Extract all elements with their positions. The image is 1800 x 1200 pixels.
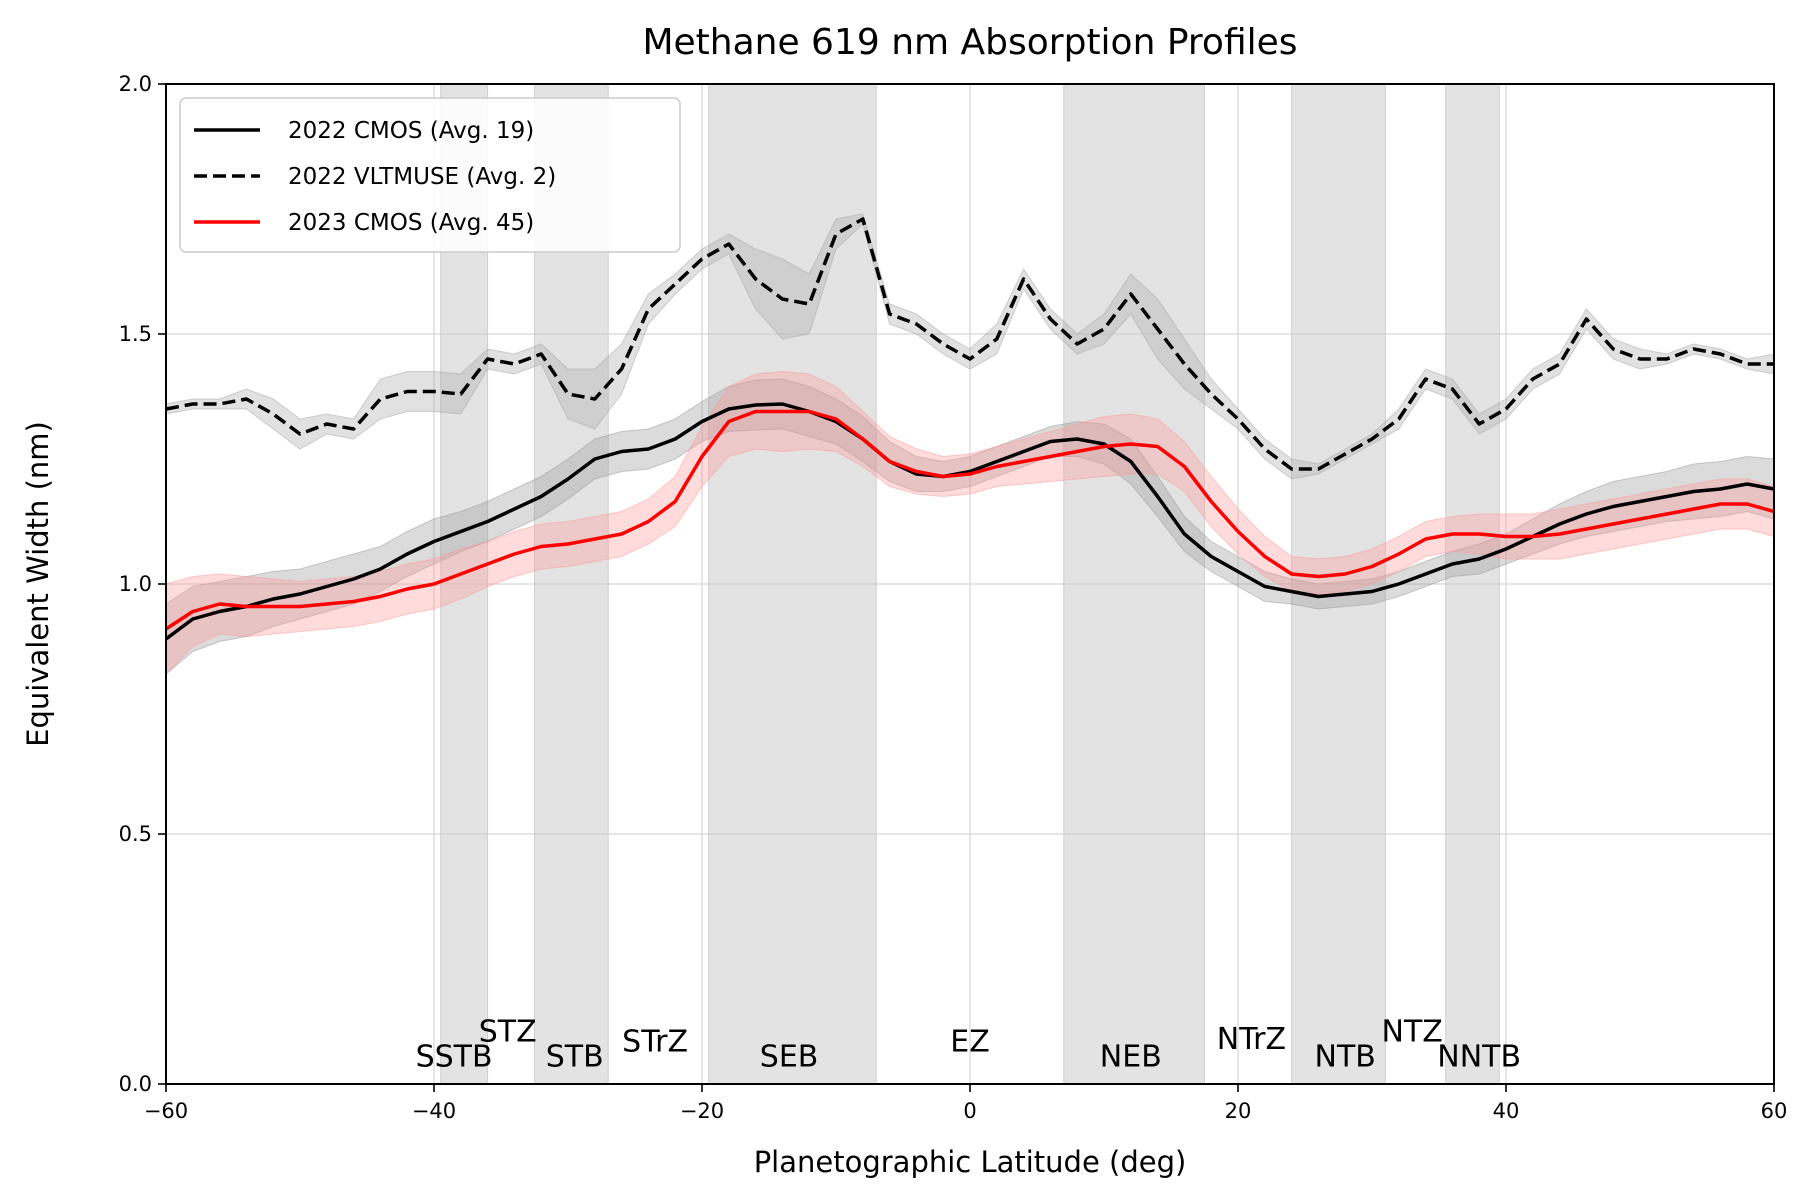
x-tick-label: 40 xyxy=(1493,1099,1520,1123)
series-line xyxy=(165,409,1775,631)
y-tick-label: 1.0 xyxy=(119,572,152,596)
axis-ticks: −60 −40 −20 0 20 40 60 0.0 0.5 1.0 1.5 2.0 xyxy=(119,72,1788,1123)
region-label: SEB xyxy=(760,1040,819,1075)
x-tick-label: 20 xyxy=(1225,1099,1252,1123)
legend: 2022 CMOS (Avg. 19) 2022 VLTMUSE (Avg. 2)… xyxy=(179,97,681,253)
region-label: NTrZ xyxy=(1217,1022,1286,1057)
region-label: SSTB xyxy=(416,1040,493,1075)
x-tick-label: 60 xyxy=(1761,1099,1788,1123)
series-line xyxy=(164,402,1775,641)
x-tick-label: −40 xyxy=(412,1099,456,1123)
y-tick-label: 0.0 xyxy=(119,1072,152,1096)
y-tick-label: 2.0 xyxy=(119,72,152,96)
region-label: STrZ xyxy=(622,1025,688,1060)
x-tick-label: −20 xyxy=(680,1099,724,1123)
legend-box xyxy=(179,97,681,253)
series-line xyxy=(165,217,1774,471)
y-axis-label: Equivalent Width (nm) xyxy=(21,421,55,747)
region-label: NNTB xyxy=(1437,1040,1521,1075)
region-label: NEB xyxy=(1100,1040,1162,1075)
region-label: NTB xyxy=(1315,1040,1376,1075)
x-tick-label: 0 xyxy=(963,1099,976,1123)
legend-entry: 2023 CMOS (Avg. 45) xyxy=(288,210,534,236)
legend-entry: 2022 CMOS (Avg. 19) xyxy=(288,118,534,144)
region-label: STZ xyxy=(479,1015,537,1050)
y-tick-label: 0.5 xyxy=(119,822,152,846)
x-tick-label: −60 xyxy=(144,1099,188,1123)
chart-title: Methane 619 nm Absorption Profiles xyxy=(642,22,1297,63)
legend-entry: 2022 VLTMUSE (Avg. 2) xyxy=(288,164,556,190)
x-axis-label: Planetographic Latitude (deg) xyxy=(754,1145,1187,1179)
region-label: NTZ xyxy=(1382,1015,1443,1050)
y-tick-label: 1.5 xyxy=(119,322,152,346)
region-label: EZ xyxy=(950,1025,990,1060)
region-label: STB xyxy=(546,1040,604,1075)
